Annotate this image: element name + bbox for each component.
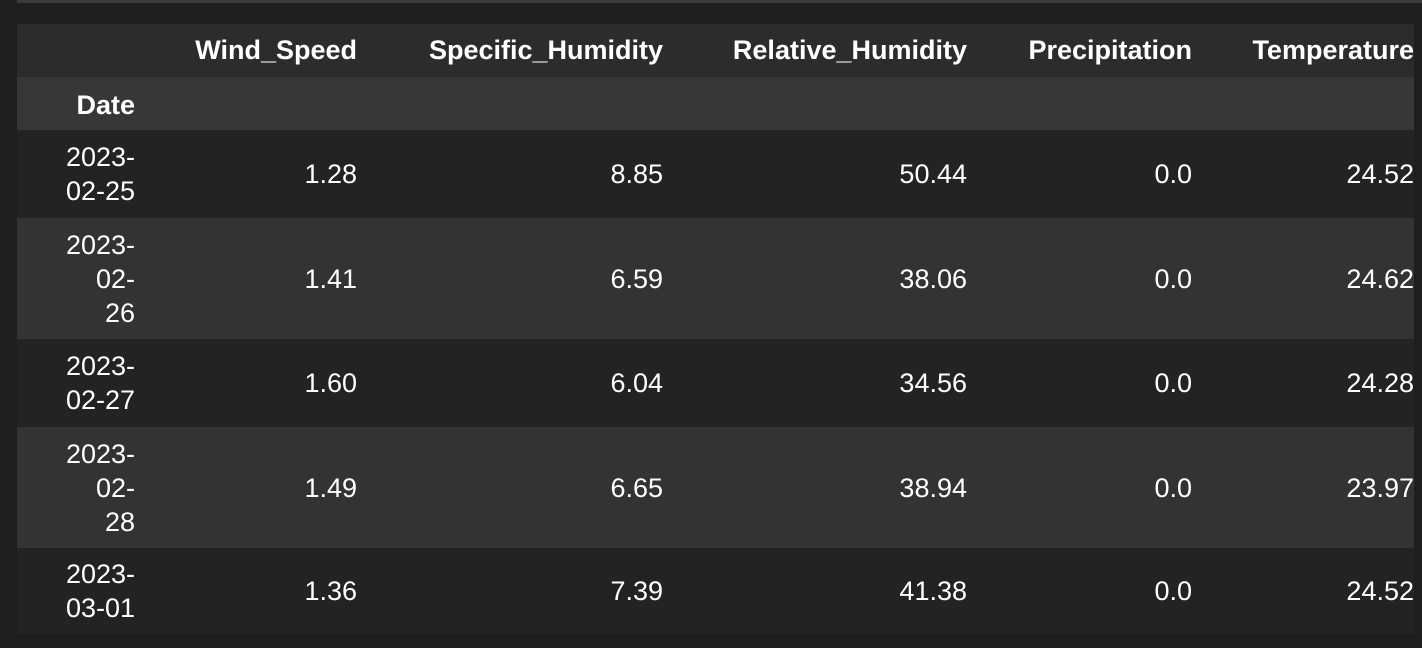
cell-wind-speed: 1.36	[304, 576, 357, 606]
table-row: 2023- 02-27 1.60 6.04 34.56 0.0 24.28	[17, 339, 1414, 427]
column-header-wind-speed: Wind_Speed	[195, 35, 357, 65]
cell-wind-speed: 1.49	[304, 472, 357, 503]
cell-temperature: 24.52	[1346, 159, 1414, 189]
corner-cell	[17, 24, 135, 77]
row-index-date: 2023- 02- 26	[65, 229, 135, 328]
row-index-date: 2023- 02-27	[65, 351, 135, 415]
column-header-specific-humidity: Specific_Humidity	[428, 35, 663, 65]
cell-precipitation: 0.0	[1154, 576, 1192, 606]
cell-relative-humidity: 38.94	[899, 472, 967, 503]
cell-specific-humidity: 6.04	[610, 368, 663, 398]
cell-relative-humidity: 41.38	[899, 576, 967, 606]
cell-specific-humidity: 6.65	[610, 472, 663, 503]
row-index-date: 2023- 03-01	[65, 559, 135, 623]
output-top-divider	[17, 0, 1422, 3]
row-index-date: 2023- 02-25	[65, 142, 135, 206]
table-row: 2023- 02-25 1.28 8.85 50.44 0.0 24.52	[17, 130, 1414, 218]
cell-temperature: 24.28	[1346, 368, 1414, 398]
column-header-row: Wind_Speed Specific_Humidity Relative_Hu…	[17, 24, 1414, 77]
cell-specific-humidity: 6.59	[610, 263, 663, 294]
cell-specific-humidity: 7.39	[610, 576, 663, 606]
cell-specific-humidity: 8.85	[610, 159, 663, 189]
table-row: 2023- 02- 26 1.41 6.59 38.06 0.0 24.62	[17, 218, 1414, 339]
cell-precipitation: 0.0	[1154, 263, 1192, 294]
cell-temperature: 23.97	[1346, 472, 1414, 503]
cell-precipitation: 0.0	[1154, 368, 1192, 398]
row-index-date: 2023- 02- 28	[65, 438, 135, 537]
cell-wind-speed: 1.28	[304, 159, 357, 189]
cell-temperature: 24.52	[1346, 576, 1414, 606]
cell-temperature: 24.62	[1346, 263, 1414, 294]
index-name-label: Date	[76, 89, 135, 120]
dataframe-output: Wind_Speed Specific_Humidity Relative_Hu…	[17, 24, 1422, 634]
cell-precipitation: 0.0	[1154, 472, 1192, 503]
table-row: 2023- 02- 28 1.49 6.65 38.94 0.0 23.97	[17, 427, 1414, 548]
column-header-temperature: Temperature	[1252, 35, 1414, 65]
cell-relative-humidity: 50.44	[899, 159, 967, 189]
column-header-precipitation: Precipitation	[1028, 35, 1192, 65]
cell-precipitation: 0.0	[1154, 159, 1192, 189]
cell-wind-speed: 1.60	[304, 368, 357, 398]
cell-relative-humidity: 38.06	[899, 263, 967, 294]
dataframe-table: Wind_Speed Specific_Humidity Relative_Hu…	[17, 24, 1414, 634]
column-header-relative-humidity: Relative_Humidity	[732, 35, 967, 65]
index-name-row: Date	[17, 77, 1414, 130]
cell-wind-speed: 1.41	[304, 263, 357, 294]
cell-relative-humidity: 34.56	[899, 368, 967, 398]
table-row: 2023- 03-01 1.36 7.39 41.38 0.0 24.52	[17, 548, 1414, 634]
